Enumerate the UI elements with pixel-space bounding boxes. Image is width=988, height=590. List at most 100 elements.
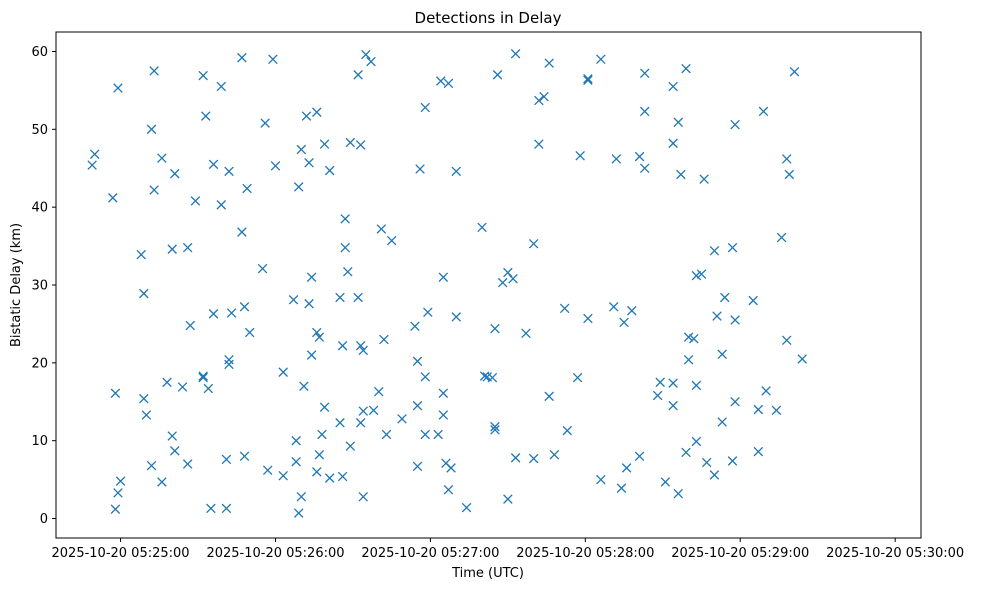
data-point: [776, 232, 787, 243]
x-axis-label: Time (UTC): [451, 566, 524, 581]
data-point: [221, 503, 232, 514]
data-point: [490, 425, 500, 435]
data-point: [696, 269, 707, 279]
data-point: [435, 76, 446, 86]
y-tick-label: 0: [40, 512, 48, 527]
data-point: [634, 451, 645, 462]
y-axis: 0 10 20 30 40 50 60: [31, 45, 56, 527]
data-point: [355, 418, 366, 428]
data-point: [575, 151, 585, 161]
data-point: [239, 302, 250, 312]
data-point: [381, 429, 392, 440]
data-point: [562, 425, 573, 436]
data-point: [639, 106, 650, 117]
data-point: [608, 302, 619, 312]
data-point: [293, 182, 304, 192]
data-point: [170, 446, 180, 456]
data-point: [353, 292, 363, 303]
data-point: [730, 397, 740, 407]
data-point: [753, 446, 764, 457]
data-point: [712, 311, 722, 321]
data-point: [198, 70, 208, 81]
data-point: [528, 238, 539, 249]
data-point: [510, 49, 521, 59]
data-point: [534, 139, 544, 149]
data-point: [691, 380, 702, 391]
data-point: [345, 441, 356, 451]
data-point: [185, 320, 196, 331]
data-point: [639, 163, 650, 173]
data-point: [412, 356, 423, 367]
data-point: [709, 470, 720, 480]
data-point: [110, 504, 121, 514]
data-point: [216, 81, 227, 92]
data-point: [451, 166, 461, 177]
data-point: [306, 272, 317, 282]
data-point: [208, 309, 219, 319]
data-point: [681, 63, 691, 74]
data-point: [673, 117, 684, 128]
data-point: [410, 321, 420, 332]
data-point: [490, 323, 500, 334]
data-point: [224, 166, 234, 177]
data-point: [345, 137, 356, 148]
data-point: [544, 391, 554, 402]
data-point: [136, 249, 146, 260]
data-point: [139, 393, 149, 404]
data-point: [139, 288, 149, 299]
data-point: [619, 317, 629, 328]
y-tick-label: 40: [31, 201, 48, 216]
data-point: [108, 193, 118, 203]
data-point: [358, 406, 369, 416]
data-point: [353, 70, 363, 80]
x-tick-label: 2025-10-20 05:29:00: [671, 546, 809, 561]
data-point: [167, 431, 177, 441]
data-point: [278, 367, 288, 377]
data-point: [141, 410, 152, 420]
data-point: [420, 372, 430, 382]
y-tick-label: 60: [31, 45, 48, 60]
data-point: [701, 457, 712, 468]
data-point: [306, 350, 317, 360]
chart-title: Detections in Delay: [415, 9, 562, 27]
data-point: [288, 295, 299, 305]
data-point: [412, 400, 423, 411]
data-point: [596, 54, 606, 65]
data-point: [797, 354, 807, 364]
data-point: [376, 224, 387, 234]
data-point: [237, 227, 247, 237]
data-point: [691, 270, 702, 281]
data-point: [335, 292, 345, 303]
data-point: [572, 372, 583, 383]
data-point: [237, 52, 247, 63]
y-axis-label: Bistatic Delay (km): [9, 223, 24, 347]
data-point: [208, 159, 219, 170]
data-point: [771, 405, 782, 416]
data-point: [727, 242, 738, 253]
data-point: [461, 502, 472, 513]
data-point: [611, 154, 622, 164]
data-point: [583, 313, 593, 324]
x-tick-label: 2025-10-20 05:30:00: [826, 546, 964, 561]
data-point: [221, 454, 232, 465]
data-point: [268, 54, 278, 65]
data-point: [730, 315, 740, 325]
data-point: [668, 400, 678, 411]
data-point: [358, 491, 369, 502]
data-point: [477, 222, 487, 233]
data-point: [683, 354, 694, 365]
data-point: [260, 118, 270, 128]
data-point: [115, 476, 126, 486]
data-point: [291, 435, 301, 446]
data-point: [492, 70, 503, 80]
data-point: [676, 169, 686, 180]
data-point: [487, 372, 498, 383]
data-point: [758, 106, 769, 117]
data-point: [314, 332, 325, 342]
x-axis: 2025-10-20 05:25:00 2025-10-20 05:26:00 20…: [52, 538, 964, 561]
data-point: [296, 491, 307, 502]
data-point: [239, 451, 250, 462]
data-point: [299, 381, 309, 391]
data-point: [508, 274, 518, 284]
data-point: [761, 386, 771, 396]
